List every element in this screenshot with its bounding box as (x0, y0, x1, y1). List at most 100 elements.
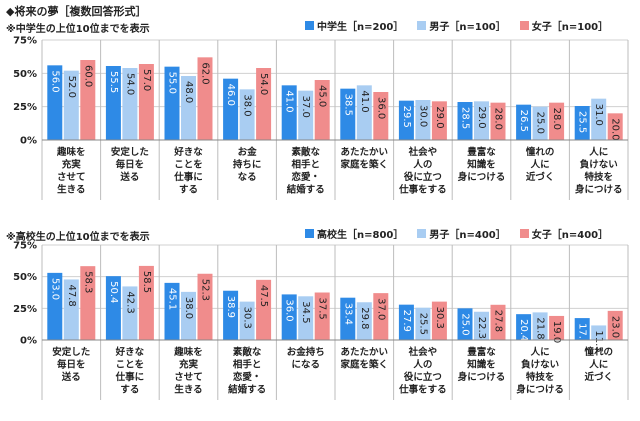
data-label: 47.8 (66, 284, 77, 306)
data-label: 38.5 (342, 94, 353, 116)
data-label: 30.3 (242, 307, 253, 329)
data-label: 45.0 (317, 85, 328, 107)
category-label: 人に (589, 146, 608, 158)
category-label: する (179, 185, 198, 196)
bar (591, 325, 607, 340)
category-label: 恋愛・ (291, 171, 320, 183)
category-label: 持ちに (233, 159, 262, 171)
data-label: 53.0 (49, 278, 60, 300)
bar (532, 106, 548, 140)
bar (516, 104, 532, 140)
category-label: 仕事に (173, 171, 203, 183)
category-label: 好きな (173, 146, 203, 158)
bar (549, 315, 565, 340)
data-label: 55.5 (108, 71, 119, 93)
category-label: 素敵な (290, 146, 320, 158)
bar (574, 318, 590, 340)
data-label: 29.0 (434, 106, 445, 128)
category-label: なる (238, 172, 257, 183)
bar (431, 101, 447, 140)
bar (105, 276, 121, 340)
bar (47, 65, 63, 140)
category-label: 安定した (111, 146, 149, 158)
legend-swatch (417, 229, 427, 238)
data-label: 20.0 (610, 118, 621, 140)
bar (105, 66, 121, 140)
category-label: 憧れの (526, 146, 555, 158)
legend-item: 高校生［n=800］ (305, 226, 403, 241)
chart-2-legend: 高校生［n=800］ 男子［n=400］ 女子［n=400］ (305, 226, 608, 241)
category-label: 身につける (458, 371, 506, 383)
data-label: 55.0 (167, 72, 178, 94)
bar (314, 292, 330, 340)
legend-label: 高校生［n=800］ (317, 230, 404, 241)
category-label: 特技を (584, 171, 613, 183)
bar (431, 301, 447, 340)
data-label: 26.5 (518, 110, 529, 132)
legend-label: 女子［n=100］ (531, 22, 609, 33)
category-label: 人に (589, 359, 608, 371)
bar (574, 106, 590, 140)
bar (356, 85, 372, 140)
data-label: 36.0 (284, 299, 295, 321)
data-label: 38.0 (242, 94, 253, 116)
bar (398, 100, 414, 140)
data-label: 28.0 (493, 108, 504, 130)
category-label: ことを (116, 360, 145, 371)
bar (281, 294, 297, 340)
bar (607, 113, 623, 140)
data-label: 30.0 (417, 105, 428, 127)
category-label: 知識を (466, 159, 496, 171)
category-label: 毎日を (57, 359, 86, 371)
data-label: 48.0 (183, 81, 194, 103)
category-label: 生きる (174, 384, 202, 396)
legend-label: 中学生［n=200］ (317, 22, 404, 33)
category-label: させて (57, 172, 86, 183)
category-label: 仕事に (115, 371, 145, 383)
category-label: 憧れの (584, 346, 613, 358)
category-label: 充実 (179, 359, 199, 371)
category-label: お金 (238, 146, 258, 158)
legend-swatch (519, 21, 529, 30)
y-tick-label: 50% (13, 69, 37, 80)
data-label: 57.0 (141, 69, 152, 91)
data-label: 27.9 (401, 310, 412, 332)
bar (607, 310, 623, 340)
y-tick-label: 50% (13, 272, 37, 283)
legend-swatch (305, 21, 314, 30)
data-label: 25.5 (577, 111, 588, 133)
y-tick-label: 75% (13, 241, 37, 252)
category-label: お金持ち (287, 346, 325, 358)
data-label: 42.3 (124, 291, 135, 313)
category-label: 豊富な (467, 346, 496, 358)
category-label: 負けない (580, 159, 618, 171)
data-label: 46.0 (225, 84, 236, 106)
bar (63, 70, 79, 140)
data-label: 41.0 (284, 90, 295, 112)
bar (281, 85, 297, 140)
data-label: 58.5 (141, 271, 152, 293)
bar (256, 68, 272, 140)
data-label: 45.1 (167, 288, 178, 310)
category-label: 恋愛・ (233, 371, 262, 383)
bar (138, 265, 154, 340)
bar (223, 78, 239, 140)
category-label: 趣味を (56, 146, 86, 158)
legend-label: 男子［n=100］ (429, 22, 506, 33)
legend-item: 男子［n=100］ (417, 18, 506, 33)
bar (181, 291, 196, 340)
data-label: 11.5 (593, 330, 604, 352)
data-label: 29.8 (359, 307, 370, 329)
category-label: 家庭を築く (341, 159, 389, 171)
legend-item: 中学生［n=200］ (305, 18, 403, 33)
bar (164, 66, 180, 140)
data-label: 17.3 (577, 323, 588, 345)
y-tick-label: 0% (20, 136, 37, 147)
bar (398, 304, 414, 340)
legend-label: 女子［n=400］ (531, 230, 609, 241)
category-label: 身につける (458, 171, 506, 183)
category-label: 結婚する (228, 384, 266, 396)
data-label: 47.5 (258, 285, 269, 307)
category-label: 役に立つ (403, 371, 442, 383)
data-label: 62.0 (200, 62, 211, 84)
